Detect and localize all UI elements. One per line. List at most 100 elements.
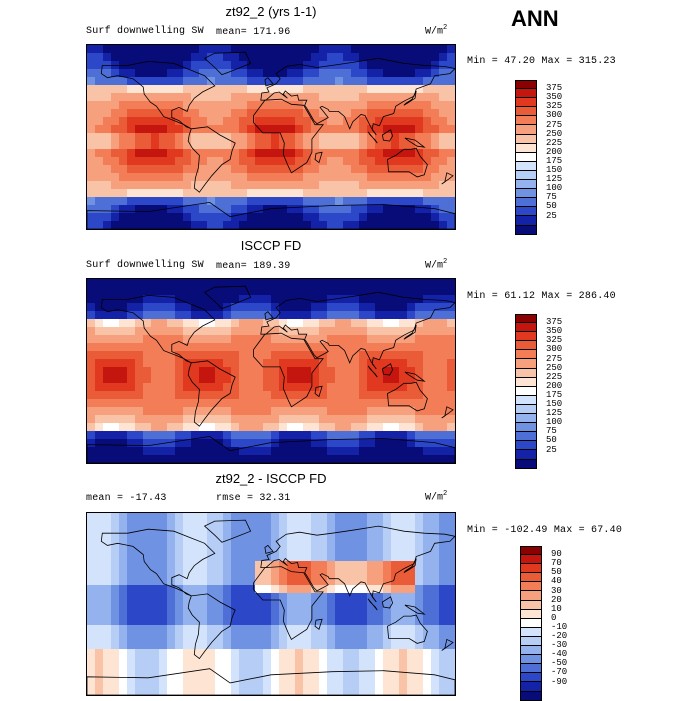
panel-2-map xyxy=(86,278,456,464)
colorbar-swatch xyxy=(515,134,537,144)
colorbar-swatch xyxy=(520,600,542,610)
colorbar-tick-label: 25 xyxy=(546,210,557,221)
colorbar-swatch xyxy=(515,89,537,99)
colorbar-swatch xyxy=(515,207,537,217)
colorbar-swatch xyxy=(515,170,537,181)
colorbar-swatch xyxy=(520,636,542,647)
colorbar-swatch xyxy=(520,618,542,628)
colorbar-tick-label: -10 xyxy=(551,621,568,632)
colorbar-swatch xyxy=(520,664,542,674)
panel-3-rmse-label: rmse = 32.31 xyxy=(216,493,291,504)
colorbar-swatch xyxy=(515,161,537,171)
panel-2-mean-label: mean= 189.39 xyxy=(216,261,291,272)
colorbar-swatch xyxy=(520,546,542,556)
panel-3-colorbar-labels: 90 70 50 40 30 20 10 0 -10 -20 -30 -40 -50 -70 -90 xyxy=(551,546,591,691)
panel-1-units: W/m2 xyxy=(425,24,447,37)
colorbar-swatch xyxy=(515,395,537,405)
colorbar-tick-label: 150 xyxy=(546,399,563,409)
colorbar-tick-label: 100 xyxy=(546,417,563,428)
colorbar-tick-label: 375 xyxy=(546,317,563,328)
map-field xyxy=(87,513,455,695)
panel-1-units-exp: 2 xyxy=(443,24,448,32)
panel-2-units-exp: 2 xyxy=(443,258,448,266)
colorbar-swatch xyxy=(520,555,542,565)
colorbar-tick-label: 25 xyxy=(546,444,557,455)
panel-3-map xyxy=(86,512,456,696)
panel-1-units-base: W/m xyxy=(425,26,444,38)
colorbar-tick-label: 10 xyxy=(551,603,562,614)
panel-3-colorbar xyxy=(520,546,542,701)
colorbar-tick-label: 75 xyxy=(546,192,557,203)
colorbar-swatch xyxy=(515,180,537,190)
panel-1-colorbar-labels: 375 350 325 300 275 250 225 200 175 150 125 100 75 50… xyxy=(546,80,586,225)
panel-2-colorbar-labels: 375 350 325 300 275 250 225 200 175 150 125 100 75 50… xyxy=(546,314,586,459)
colorbar-swatch xyxy=(520,582,542,592)
colorbar-swatch xyxy=(515,423,537,433)
colorbar-tick-label: 50 xyxy=(551,567,562,578)
colorbar-swatch xyxy=(520,573,542,583)
colorbar-tick-label: 75 xyxy=(546,426,557,437)
colorbar-tick-label: 125 xyxy=(546,174,563,185)
colorbar-swatch xyxy=(515,107,537,117)
colorbar-tick-label: 175 xyxy=(546,389,563,400)
colorbar-swatch xyxy=(515,125,537,135)
colorbar-tick-label: 0 xyxy=(551,612,557,623)
colorbar-swatch xyxy=(515,225,537,235)
colorbar-tick-label: 200 xyxy=(546,146,563,157)
panel-1-map xyxy=(86,44,456,230)
colorbar-swatch xyxy=(520,564,542,574)
season-label: ANN xyxy=(511,6,559,31)
colorbar-tick-label: 225 xyxy=(546,371,563,382)
colorbar-tick-label: 325 xyxy=(546,335,563,346)
colorbar-swatch xyxy=(520,627,542,637)
colorbar-swatch xyxy=(515,332,537,342)
map-field xyxy=(87,279,455,463)
colorbar-tick-label: -90 xyxy=(551,676,568,687)
panel-3-title: zt92_2 - ISCCP FD xyxy=(215,471,327,486)
colorbar-tick-label: 250 xyxy=(546,128,563,139)
colorbar-swatch xyxy=(515,377,537,387)
colorbar-swatch xyxy=(515,143,537,153)
colorbar-swatch xyxy=(520,691,542,701)
panel-2-units-base: W/m xyxy=(425,260,444,272)
colorbar-swatch xyxy=(515,350,537,360)
colorbar-tick-label: 300 xyxy=(546,110,563,121)
colorbar-tick-label: -40 xyxy=(551,649,568,660)
map-field xyxy=(87,45,455,229)
colorbar-tick-label: 300 xyxy=(546,344,563,355)
colorbar-swatch xyxy=(515,80,537,90)
colorbar-tick-label: -70 xyxy=(551,667,568,678)
colorbar-swatch xyxy=(520,609,542,619)
panel-1-title: zt92_2 (yrs 1-1) xyxy=(225,4,317,19)
colorbar-swatch xyxy=(520,682,542,692)
panel-3-units-base: W/m xyxy=(425,492,444,504)
colorbar-tick-label: 250 xyxy=(546,362,563,373)
panel-3-mean-label: mean = -17.43 xyxy=(86,493,167,504)
colorbar-swatch xyxy=(515,116,537,126)
panel-3-units-exp: 2 xyxy=(443,490,448,498)
colorbar-swatch xyxy=(515,368,537,378)
colorbar-swatch xyxy=(515,386,537,396)
colorbar-swatch xyxy=(515,189,537,199)
colorbar-swatch xyxy=(515,359,537,369)
panel-3-units: W/m2 xyxy=(425,490,447,503)
colorbar-tick-label: 50 xyxy=(546,435,557,446)
colorbar-tick-label: 275 xyxy=(546,119,563,130)
panel-2-units: W/m2 xyxy=(425,258,447,271)
panel-2-variable-label: Surf downwelling SW xyxy=(86,260,204,271)
colorbar-tick-label: -50 xyxy=(551,658,568,669)
colorbar-tick-label: 175 xyxy=(546,155,563,166)
coastlines xyxy=(87,519,455,695)
colorbar-tick-label: 275 xyxy=(546,353,563,364)
colorbar-swatch xyxy=(520,591,542,601)
coastlines xyxy=(87,51,455,229)
panel-1-mean-label: mean= 171.96 xyxy=(216,27,291,38)
colorbar-swatch xyxy=(520,646,542,656)
panel-1-minmax: Min = 47.20 Max = 315.23 xyxy=(467,56,616,67)
panel-2-map-svg xyxy=(87,279,455,463)
panel-2-title: ISCCP FD xyxy=(240,238,302,253)
colorbar-tick-label: 90 xyxy=(551,549,562,560)
panel-2-minmax: Min = 61.12 Max = 286.40 xyxy=(467,291,616,302)
colorbar-tick-label: 200 xyxy=(546,380,563,391)
colorbar-tick-label: 100 xyxy=(546,183,563,194)
